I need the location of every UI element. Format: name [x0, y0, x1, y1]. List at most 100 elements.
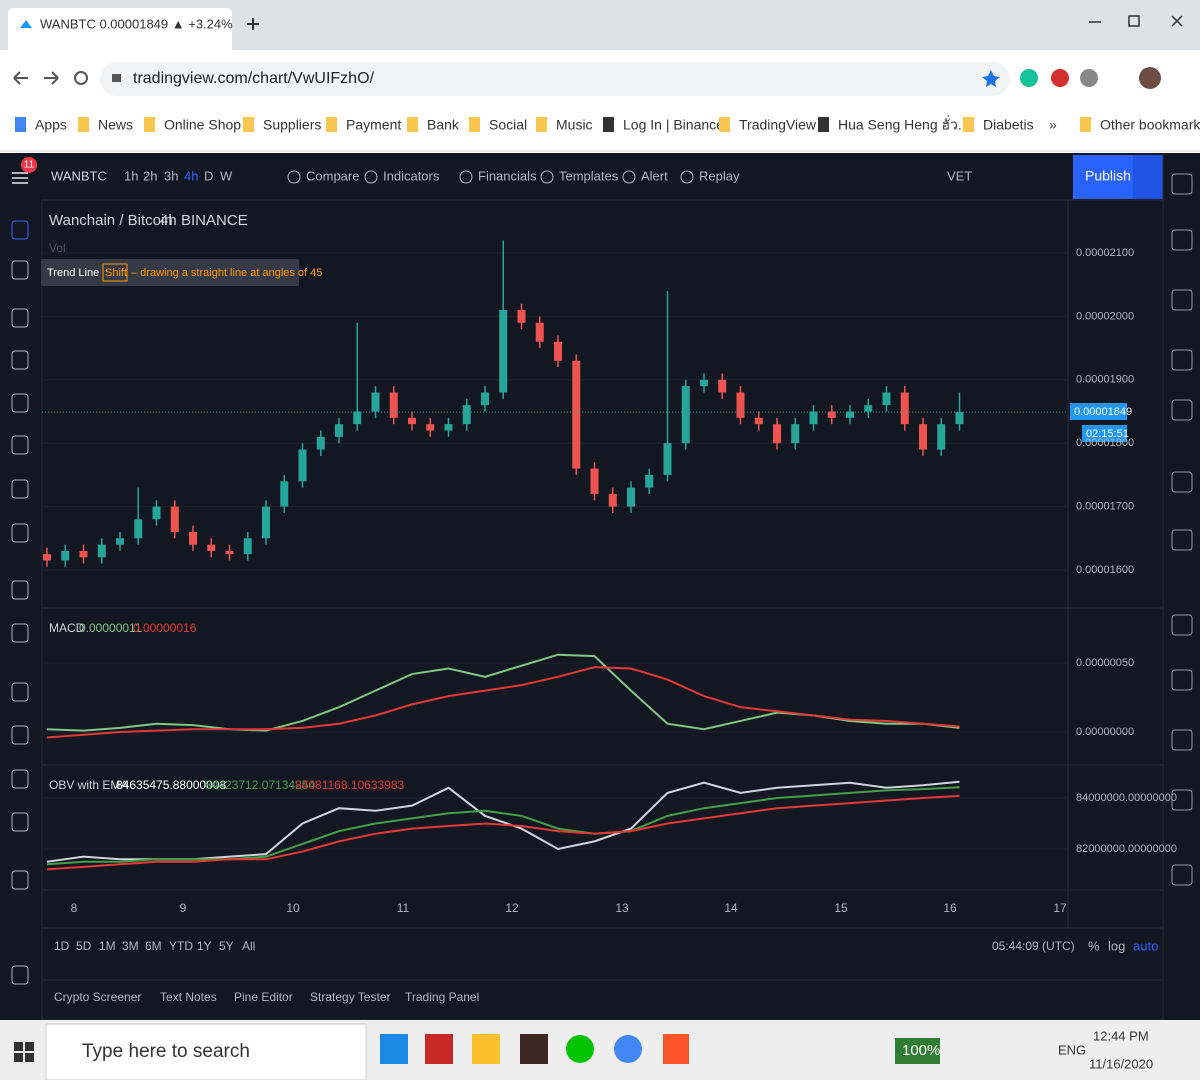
tool-icon[interactable]: [11, 769, 29, 789]
tool-icon[interactable]: [11, 479, 29, 499]
range-button[interactable]: 1Y: [197, 939, 212, 953]
tool-icon[interactable]: [11, 965, 29, 985]
scale-option[interactable]: log: [1108, 938, 1125, 953]
bookmark[interactable]: News: [98, 117, 133, 133]
sidebar-icon[interactable]: [1171, 789, 1193, 811]
sidebar-icon[interactable]: [1171, 289, 1193, 311]
range-button[interactable]: 6M: [145, 939, 162, 953]
sidebar-icon[interactable]: [1171, 173, 1193, 195]
bookmark[interactable]: Bank: [427, 117, 460, 133]
interval[interactable]: 1h: [124, 168, 138, 183]
range-button[interactable]: All: [242, 939, 255, 953]
scale-option[interactable]: %: [1088, 938, 1100, 953]
sidebar-icon[interactable]: [1171, 471, 1193, 493]
sidebar-icon[interactable]: [1171, 229, 1193, 251]
layout-name[interactable]: VET: [947, 168, 972, 183]
reload[interactable]: [74, 71, 88, 85]
app-icon[interactable]: [380, 1034, 408, 1064]
active-tab[interactable]: [8, 8, 232, 50]
bottom-tab[interactable]: Crypto Screener: [54, 990, 141, 1004]
range-button[interactable]: 1M: [99, 939, 116, 953]
play-button[interactable]: [1133, 155, 1163, 199]
ext-icon[interactable]: [1020, 69, 1038, 87]
bookmark[interactable]: TradingView: [739, 117, 817, 133]
app-icon[interactable]: [614, 1035, 642, 1063]
toolbar-button[interactable]: Alert: [641, 168, 668, 183]
profile[interactable]: [1139, 67, 1161, 89]
nav-buttons[interactable]: [13, 71, 59, 85]
search-text[interactable]: Type here to search: [82, 1041, 250, 1062]
app-icon[interactable]: [566, 1035, 594, 1063]
tool-icon[interactable]: [11, 308, 29, 328]
scale-option[interactable]: auto: [1133, 938, 1158, 953]
language[interactable]: ENG: [1058, 1042, 1086, 1057]
range-button[interactable]: 3M: [122, 939, 139, 953]
range-button[interactable]: 5D: [76, 939, 92, 953]
bookmark[interactable]: Log In | Binance: [623, 117, 724, 133]
sidebar-icon[interactable]: [1171, 614, 1193, 636]
bottom-tab[interactable]: Trading Panel: [405, 990, 479, 1004]
search-box[interactable]: [45, 1023, 367, 1080]
bookmark[interactable]: Diabetis: [983, 117, 1034, 133]
bookmark[interactable]: Online Shop: [164, 117, 241, 133]
bookmark[interactable]: Suppliers: [263, 117, 321, 133]
range-button[interactable]: YTD: [169, 939, 193, 953]
interval[interactable]: 3h: [164, 168, 178, 183]
tool-icon[interactable]: [11, 870, 29, 890]
ext-icon[interactable]: [1080, 69, 1098, 87]
tool-icon[interactable]: [11, 725, 29, 745]
sidebar-icon[interactable]: [1171, 864, 1193, 886]
publish-button[interactable]: [1073, 155, 1133, 199]
tool-icon[interactable]: [11, 682, 29, 702]
clock-time[interactable]: 12:44 PM: [1093, 1028, 1149, 1043]
ext-icon[interactable]: [1051, 69, 1069, 87]
bookmark[interactable]: Social: [489, 117, 527, 133]
app-icon[interactable]: [520, 1034, 548, 1064]
omnibox[interactable]: [100, 62, 1010, 96]
toolbar-button[interactable]: Templates: [559, 168, 619, 183]
tool-icon[interactable]: [11, 393, 29, 413]
start-button[interactable]: [14, 1042, 34, 1062]
app-icon[interactable]: [472, 1034, 500, 1064]
tool-icon[interactable]: [11, 435, 29, 455]
tool-icon[interactable]: [11, 350, 29, 370]
toolbar-button[interactable]: Compare: [306, 168, 359, 183]
sidebar-icon[interactable]: [1171, 669, 1193, 691]
interval[interactable]: 2h: [143, 168, 157, 183]
bookmark[interactable]: »: [1049, 117, 1057, 133]
symbol[interactable]: WANBTC: [51, 168, 107, 183]
bookmark[interactable]: Hua Seng Heng ฮั่ว...: [838, 116, 970, 133]
app-icon[interactable]: [663, 1034, 689, 1064]
interval[interactable]: W: [220, 168, 233, 183]
toolbar-button[interactable]: Indicators: [383, 168, 440, 183]
bookmark[interactable]: Music: [556, 117, 593, 133]
tool-icon[interactable]: [11, 580, 29, 600]
interval[interactable]: 4h: [184, 168, 198, 183]
bottom-tab[interactable]: Pine Editor: [234, 990, 293, 1004]
bottom-tab[interactable]: Strategy Tester: [310, 990, 390, 1004]
bookmark[interactable]: Apps: [35, 117, 67, 133]
sidebar-icon[interactable]: [1171, 529, 1193, 551]
app-icon[interactable]: [425, 1034, 453, 1064]
bottom-tab[interactable]: Text Notes: [160, 990, 217, 1004]
tool-icon[interactable]: [11, 812, 29, 832]
tab-title[interactable]: WANBTC 0.00001849 ▲ +3.24%: [40, 16, 233, 31]
window-controls[interactable]: [1089, 15, 1183, 27]
toolbar-button[interactable]: Financials: [478, 168, 537, 183]
bookmark[interactable]: Payment: [346, 117, 401, 133]
url[interactable]: tradingview.com/chart/VwUIFzhO/: [133, 70, 375, 87]
new-tab[interactable]: [247, 18, 259, 30]
tool-icon[interactable]: [11, 260, 29, 280]
tool-icon[interactable]: [11, 623, 29, 643]
tool-icon[interactable]: [11, 220, 29, 240]
tool-icon[interactable]: [11, 523, 29, 543]
range-button[interactable]: 5Y: [219, 939, 234, 953]
range-button[interactable]: 1D: [54, 939, 70, 953]
interval[interactable]: D: [204, 168, 213, 183]
bookmark[interactable]: Other bookmarks: [1100, 117, 1200, 133]
sidebar-icon[interactable]: [1171, 349, 1193, 371]
publish-label[interactable]: Publish: [1085, 168, 1131, 184]
sidebar-icon[interactable]: [1171, 399, 1193, 421]
sidebar-icon[interactable]: [1171, 729, 1193, 751]
star[interactable]: [982, 70, 1000, 87]
